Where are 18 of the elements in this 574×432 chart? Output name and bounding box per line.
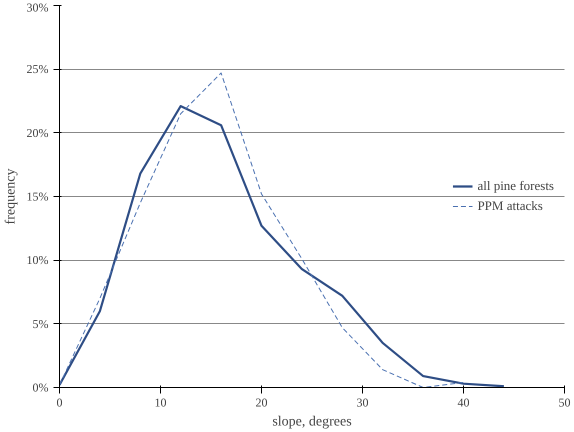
x-tick-label: 20 (256, 396, 268, 410)
x-tick-label: 40 (458, 396, 470, 410)
y-axis-title: frequency (4, 168, 19, 224)
y-tick-label: 15% (26, 190, 49, 204)
y-tick-label: 30% (26, 0, 49, 14)
legend-label: PPM attacks (477, 198, 543, 214)
x-tick-label: 10 (154, 396, 166, 410)
x-tick-label: 50 (558, 396, 570, 410)
line-series (60, 72, 464, 388)
x-axis-title: slope, degrees (272, 414, 352, 430)
legend-label: all pine forests (477, 178, 554, 194)
y-tick-label: 10% (26, 253, 49, 268)
x-tick-label: 0 (56, 396, 62, 410)
y-tick-label: 0% (32, 380, 49, 394)
y-tick-label: 20% (26, 126, 49, 140)
x-tick-label: 30 (356, 396, 368, 410)
y-tick-label: 5% (32, 316, 49, 331)
y-tick-label: 25% (26, 62, 49, 76)
